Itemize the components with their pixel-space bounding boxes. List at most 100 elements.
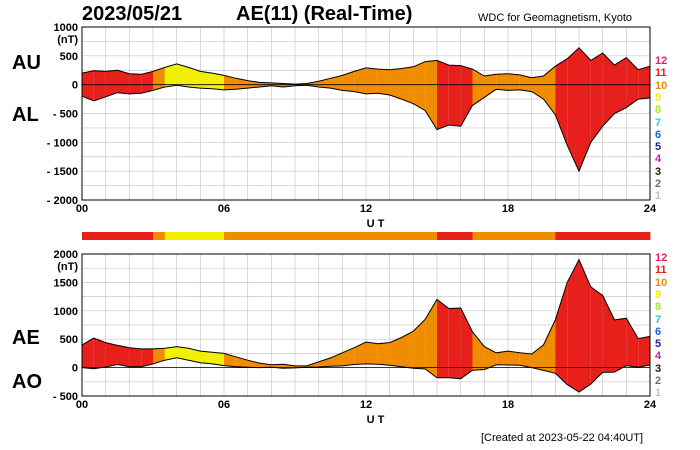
activity-fill-segment [188, 67, 201, 89]
level-key-item: 9 [655, 288, 662, 301]
activity-bar-segment [176, 232, 189, 240]
activity-fill-segment [129, 73, 142, 94]
activity-fill-segment [508, 73, 520, 91]
activity-bar-segment [602, 232, 615, 240]
activity-bar-segment [212, 232, 225, 240]
level-key-item: 5 [655, 141, 662, 154]
activity-fill-segment [164, 63, 177, 87]
activity-fill-segment [543, 319, 556, 374]
activity-fill-segment [437, 299, 449, 378]
activity-bar-segment [283, 232, 296, 240]
activity-fill-segment [141, 71, 153, 94]
y-tick-label: 500 [60, 334, 78, 346]
activity-fill-segment [117, 345, 130, 367]
y-tick-label: 1500 [54, 277, 78, 289]
activity-bar-segment [271, 232, 284, 240]
activity-bar-segment [235, 232, 249, 240]
y-unit-label: (nT) [57, 34, 78, 46]
activity-fill-segment [342, 71, 355, 92]
y-unit-label: (nT) [57, 261, 78, 273]
y-tick-label: - 1000 [47, 137, 78, 149]
activity-bar-segment [437, 232, 450, 240]
activity-fill-segment [212, 352, 224, 366]
activity-fill-segment [82, 70, 94, 101]
level-key-item: 9 [655, 91, 662, 104]
level-key-item: 2 [655, 375, 662, 387]
level-key-item: 8 [655, 301, 662, 314]
activity-bar-segment [247, 232, 260, 240]
activity-bar-segment [531, 232, 544, 240]
activity-bar-segment [141, 232, 154, 240]
activity-fill-segment [366, 67, 378, 94]
activity-bar-segment [82, 232, 95, 240]
activity-fill-segment [401, 331, 414, 369]
activity-fill-segment [626, 57, 639, 108]
activity-fill-segment [176, 63, 189, 87]
activity-fill-segment [82, 338, 94, 369]
level-key-item: 2 [655, 178, 662, 190]
activity-bar-segment [224, 232, 237, 240]
activity-fill-segment [590, 286, 603, 385]
level-key-item: 6 [655, 128, 662, 141]
activity-bar-segment [579, 232, 592, 240]
y-tick-label: 500 [60, 51, 78, 63]
activity-fill-segment [141, 348, 153, 367]
activity-bar-segment [93, 232, 107, 240]
level-key-item: 4 [655, 350, 662, 363]
chart-date: 2023/05/21 [82, 3, 183, 25]
activity-bar-segment [425, 232, 438, 240]
y-tick-label: - 1500 [47, 166, 78, 178]
activity-bar-segment [413, 232, 426, 240]
ae-label: AE [12, 327, 40, 349]
au-label: AU [12, 52, 41, 74]
activity-fill-segment [259, 363, 272, 368]
activity-fill-segment [129, 347, 142, 367]
activity-bar-segment [567, 232, 580, 240]
level-key-item: 10 [655, 79, 668, 92]
x-tick-label: 24 [644, 203, 657, 215]
activity-bar-segment [342, 232, 355, 240]
plot-frame [81, 253, 651, 397]
activity-fill-segment [200, 351, 213, 364]
organization-label: WDC for Geomagnetism, Kyoto [478, 12, 633, 24]
activity-fill-segment [460, 65, 473, 127]
activity-bar-segment [448, 232, 462, 240]
ae-line [81, 258, 651, 367]
activity-bar-segment [472, 232, 485, 240]
created-timestamp: [Created at 2023-05-22 04:40UT] [481, 432, 644, 444]
x-tick-label: 06 [218, 203, 230, 215]
activity-bar-segment [555, 232, 568, 240]
level-key-item: 1 [655, 387, 662, 400]
activity-fill-segment [472, 69, 485, 106]
level-key-item: 5 [655, 338, 662, 351]
al-line [81, 84, 651, 173]
activity-bar-segment [484, 232, 497, 240]
y-tick-label: 0 [72, 363, 78, 375]
level-key-item: 11 [655, 264, 667, 277]
activity-fill-segment [377, 69, 390, 96]
level-key-item: 1 [655, 190, 662, 203]
activity-bar-segment [117, 232, 130, 240]
level-key-item: 8 [655, 104, 662, 117]
activity-fill-segment [555, 282, 568, 385]
activity-fill-segment [117, 70, 130, 94]
activity-fill-segment [105, 342, 118, 368]
activity-bar-segment [330, 232, 343, 240]
activity-fill-segment [224, 75, 236, 90]
activity-fill-segment [460, 307, 473, 379]
activity-fill-segment [496, 351, 508, 366]
ao-label: AO [12, 371, 42, 393]
activity-fill-segment [614, 318, 627, 373]
x-tick-label: 00 [76, 203, 88, 215]
y-tick-label: - 500 [53, 109, 78, 121]
activity-fill-segment [579, 259, 591, 393]
activity-fill-segment [484, 74, 497, 98]
activity-fill-segment [200, 71, 213, 89]
activity-fill-segment [354, 342, 366, 365]
activity-bar-segment [188, 232, 201, 240]
activity-bar-segment [377, 232, 391, 240]
activity-fill-segment [366, 342, 378, 365]
activity-fill-segment [590, 52, 603, 143]
activity-fill-segment [413, 61, 426, 111]
activity-bar-segment [153, 232, 166, 240]
